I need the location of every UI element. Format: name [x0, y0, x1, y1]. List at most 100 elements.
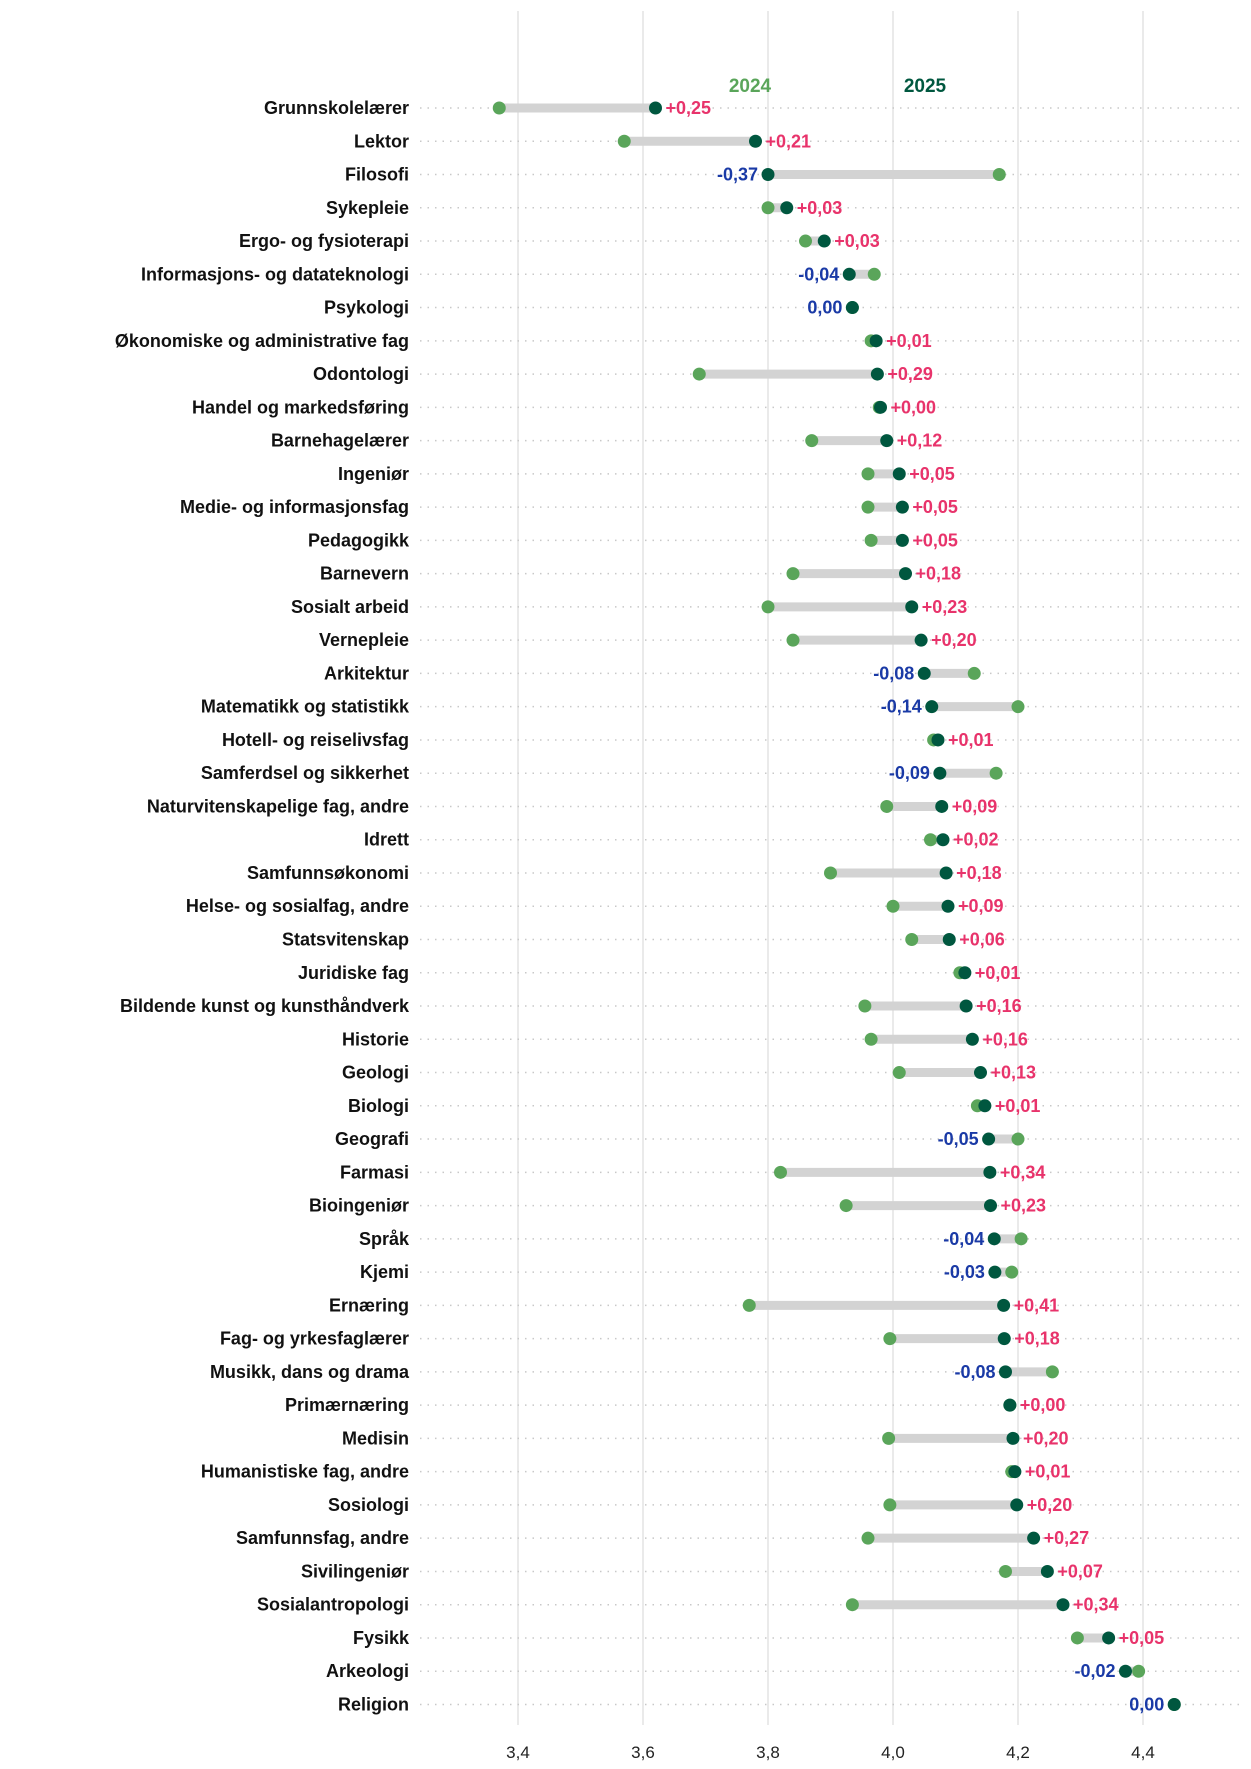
row: Hotell- og reiselivsfag +0,01	[222, 730, 994, 750]
dot-2024	[1045, 1365, 1059, 1379]
row: Sivilingeniør +0,07	[301, 1561, 1103, 1581]
category-label: Ergo- og fysioterapi	[239, 231, 409, 251]
dot-2025	[959, 999, 973, 1013]
dot-2024	[1011, 700, 1025, 714]
row: Samferdsel og sikkerhet -0,09	[201, 763, 1003, 783]
dot-2025	[1040, 1564, 1054, 1578]
dot-2025	[936, 833, 950, 847]
row: Odontologi +0,29	[313, 364, 933, 384]
category-label: Fysikk	[353, 1628, 410, 1648]
dot-2024	[774, 1165, 787, 1179]
category-label: Naturvitenskapelige fag, andre	[147, 796, 409, 816]
diff-label: +0,20	[1023, 1428, 1069, 1448]
diff-label: -0,37	[717, 165, 758, 185]
diff-label: +0,18	[1014, 1329, 1060, 1349]
dot-2025	[845, 301, 859, 315]
dot-2025	[1102, 1631, 1116, 1645]
row: Barnevern +0,18	[320, 564, 961, 584]
dot-2024	[861, 500, 875, 514]
row: Lektor +0,21	[354, 131, 811, 151]
dot-2025	[958, 966, 972, 980]
diff-label: +0,07	[1057, 1561, 1103, 1581]
row: Matematikk og statistikk -0,14	[201, 697, 1025, 717]
x-tick-label: 3,6	[631, 1743, 655, 1762]
dot-2024	[1070, 1631, 1084, 1645]
diff-label: +0,05	[912, 530, 958, 550]
dot-2025	[842, 267, 856, 281]
category-label: Samfunnsfag, andre	[236, 1528, 409, 1548]
category-label: Historie	[342, 1029, 409, 1049]
dot-2024	[883, 1332, 897, 1346]
dot-2025	[925, 700, 939, 714]
row: Filosofi -0,37	[345, 165, 1006, 185]
dot-2025	[983, 1165, 997, 1179]
dot-2024	[786, 633, 800, 647]
category-label: Pedagogikk	[308, 530, 410, 550]
dot-2025	[914, 633, 928, 647]
diff-label: +0,25	[666, 98, 712, 118]
rows: Grunnskolelærer +0,25 Lektor +0,21 Filosofi -…	[115, 98, 1181, 1714]
dot-2025	[917, 666, 931, 680]
diff-label: +0,23	[1001, 1196, 1047, 1216]
diff-label: +0,03	[834, 231, 880, 251]
dot-2025	[931, 733, 945, 747]
dot-2024	[864, 533, 878, 547]
diff-label: +0,23	[922, 597, 968, 617]
diff-label: -0,09	[889, 763, 930, 783]
dot-2025	[1119, 1664, 1132, 1678]
dot-2024	[805, 434, 819, 448]
row: Fag- og yrkesfaglærer +0,18	[220, 1329, 1060, 1349]
category-label: Samfunnsøkonomi	[247, 863, 409, 883]
dot-2024	[1132, 1664, 1146, 1678]
category-label: Lektor	[354, 131, 409, 151]
category-label: Musikk, dans og drama	[210, 1362, 410, 1382]
category-label: Ernæring	[329, 1295, 409, 1315]
row: Bioingeniør +0,23	[309, 1196, 1046, 1216]
dot-2025	[978, 1099, 992, 1113]
category-label: Helse- og sosialfag, andre	[186, 896, 409, 916]
category-label: Farmasi	[340, 1162, 409, 1182]
dot-2024	[886, 899, 900, 913]
dot-2025	[988, 1265, 1002, 1279]
diff-label: +0,05	[909, 464, 955, 484]
diff-label: +0,20	[931, 630, 977, 650]
category-label: Odontologi	[313, 364, 409, 384]
row: Medisin +0,20	[342, 1428, 1069, 1448]
dot-2025	[999, 1365, 1012, 1379]
diff-label: -0,14	[881, 697, 922, 717]
row: Sosialt arbeid +0,23	[291, 597, 967, 617]
category-label: Juridiske fag	[298, 963, 409, 983]
row: Kjemi -0,03	[360, 1262, 1019, 1282]
dot-2025	[942, 933, 956, 946]
category-label: Biologi	[348, 1096, 409, 1116]
row: Religion 0,00	[338, 1694, 1181, 1714]
diff-label: 0,00	[807, 298, 842, 318]
row: Sosialantropologi +0,34	[257, 1595, 1119, 1615]
category-label: Ingeniør	[338, 464, 409, 484]
dot-2025	[1056, 1598, 1070, 1612]
dot-2024	[692, 367, 706, 381]
diff-label: +0,01	[1025, 1462, 1071, 1482]
diff-label: +0,06	[959, 930, 1005, 950]
category-label: Informasjons- og datateknologi	[141, 264, 409, 284]
dot-2024	[992, 168, 1006, 182]
row: Farmasi +0,34	[340, 1162, 1045, 1182]
row: Historie +0,16	[342, 1029, 1028, 1049]
row: Ingeniør +0,05	[338, 464, 955, 484]
row: Juridiske fag +0,01	[298, 963, 1020, 983]
row: Musikk, dans og drama -0,08	[210, 1362, 1059, 1382]
category-label: Språk	[359, 1229, 410, 1249]
dot-2024	[617, 134, 631, 148]
category-label: Handel og markedsføring	[192, 397, 409, 417]
dot-2024	[1011, 1132, 1025, 1146]
diff-label: +0,18	[956, 863, 1002, 883]
category-label: Filosofi	[345, 165, 409, 185]
dot-2024	[861, 1531, 875, 1545]
diff-label: -0,08	[954, 1362, 995, 1382]
diff-label: -0,08	[873, 663, 914, 683]
gridlines	[517, 11, 1144, 1725]
category-label: Arkitektur	[324, 663, 409, 683]
dot-2024	[839, 1199, 853, 1213]
dot-2025	[965, 1032, 979, 1046]
